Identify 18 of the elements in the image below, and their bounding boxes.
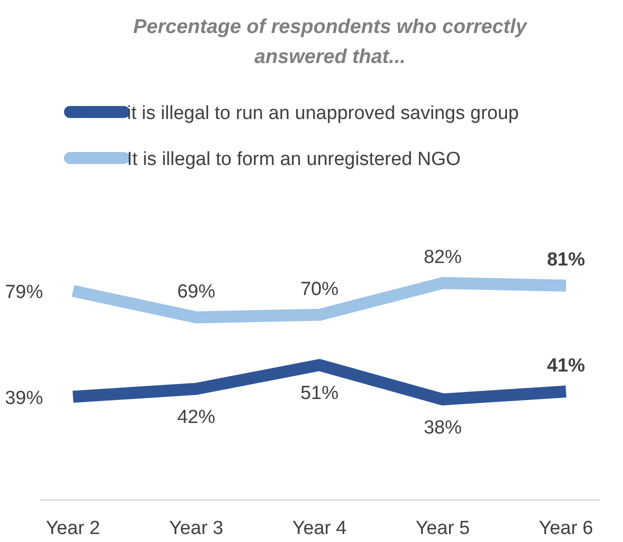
data-label: 79% bbox=[4, 282, 44, 303]
data-label: 69% bbox=[177, 281, 216, 302]
data-label: 70% bbox=[300, 278, 339, 300]
data-label: 38% bbox=[424, 417, 462, 438]
chart-title: Percentage of respondents who correctly answered that... bbox=[133, 16, 528, 68]
x-tick-label: Year 2 bbox=[46, 518, 100, 539]
data-label: 82% bbox=[424, 247, 462, 268]
data-label: 81% bbox=[546, 250, 586, 271]
x-tick-label: Year 3 bbox=[169, 518, 224, 539]
legend-label: It is illegal to form an unregistered NGO bbox=[127, 149, 461, 170]
x-tick-label: Year 4 bbox=[292, 518, 348, 539]
legend-label: it is illegal to run an unapproved savings group bbox=[127, 103, 519, 124]
x-tick-label: Year 6 bbox=[538, 518, 594, 539]
data-label: 51% bbox=[300, 383, 339, 404]
data-label: 41% bbox=[546, 356, 586, 376]
data-label: 39% bbox=[4, 388, 44, 409]
x-tick-label: Year 5 bbox=[416, 518, 470, 539]
data-label: 42% bbox=[177, 406, 216, 428]
